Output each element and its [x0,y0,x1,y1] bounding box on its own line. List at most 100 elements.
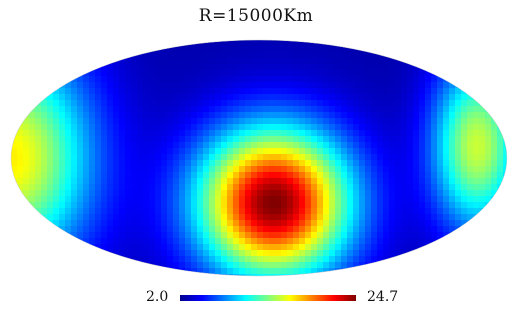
heat-cell [83,142,90,149]
heat-cell [359,226,366,233]
heat-cell [227,100,234,107]
heat-cell [233,268,240,275]
heat-cell [209,250,216,257]
heat-cell [197,70,204,77]
heat-cell [47,124,54,131]
heat-cell [71,112,78,119]
heat-cell [287,82,294,89]
heat-cell [239,178,246,185]
heat-cell [317,184,324,191]
heat-cell [149,262,156,269]
heat-cell [311,208,318,215]
heat-cell [347,160,354,167]
heat-cell [317,106,324,113]
heat-cell [245,262,252,269]
heat-cell [227,244,234,251]
heat-cell [209,64,216,71]
heat-cell [281,112,288,119]
heat-cell [113,82,120,89]
heat-cell [53,112,60,119]
heat-cell [209,142,216,149]
heat-cell [47,166,54,173]
heat-cell [245,118,252,125]
heat-cell [239,262,246,269]
heat-cell [119,82,126,89]
heat-cell [215,196,222,203]
heat-cell [197,232,204,239]
heat-cell [305,58,312,65]
heat-cell [335,202,342,209]
heat-cell [95,178,102,185]
heat-cell [203,64,210,71]
heat-cell [329,64,336,71]
heat-cell [443,94,450,101]
heat-cell [401,106,408,113]
heat-cell [191,136,198,143]
heat-cell [191,250,198,257]
heat-cell [293,118,300,125]
heat-cell [317,262,324,269]
heat-cell [257,154,264,161]
heat-cell [203,268,210,275]
heat-cell [137,208,144,215]
heat-cell [203,148,210,155]
heat-cell [59,220,66,227]
heat-cell [275,64,282,71]
heat-cell [467,154,474,161]
heat-cell [131,250,138,257]
heat-cell [263,232,270,239]
heat-cell [425,130,432,137]
heat-cell [251,214,258,221]
heat-cell [89,148,96,155]
heat-cell [125,112,132,119]
heat-cell [65,88,72,95]
heat-cell [233,64,240,71]
heat-cell [89,112,96,119]
heat-cell [179,64,186,71]
heat-cell [227,196,234,203]
heat-cell [461,118,468,125]
heat-cell [185,64,192,71]
heat-cell [149,178,156,185]
heat-cell [293,202,300,209]
heat-cell [485,196,492,203]
heat-cell [401,166,408,173]
heat-cell [221,196,228,203]
heat-cell [341,106,348,113]
heat-cell [377,112,384,119]
heat-cell [353,94,360,101]
heat-cell [35,100,42,107]
heat-cell [419,166,426,173]
heat-cell [275,142,282,149]
heat-cell [359,190,366,197]
heat-cell [371,142,378,149]
heat-cell [167,220,174,227]
heat-cell [35,166,42,173]
heat-cell [299,130,306,137]
heat-cell [329,154,336,161]
heat-cell [113,250,120,257]
heat-cell [437,202,444,209]
heat-cell [359,136,366,143]
heat-cell [95,76,102,83]
heat-cell [311,160,318,167]
heat-cell [113,70,120,77]
heat-cell [209,112,216,119]
heat-cell [65,202,72,209]
heat-cell [335,136,342,143]
heat-cell [383,172,390,179]
heat-cell [251,178,258,185]
heat-cell [359,154,366,161]
heat-cell [359,208,366,215]
heat-cell [239,130,246,137]
heat-cell [263,148,270,155]
heat-cell [371,208,378,215]
heat-cell [65,214,72,221]
heat-cell [275,274,282,276]
heat-cell [311,262,318,269]
heat-cell [101,154,108,161]
heat-cell [419,190,426,197]
heat-cell [65,232,72,239]
heat-cell [227,40,234,47]
heat-cell [299,70,306,77]
